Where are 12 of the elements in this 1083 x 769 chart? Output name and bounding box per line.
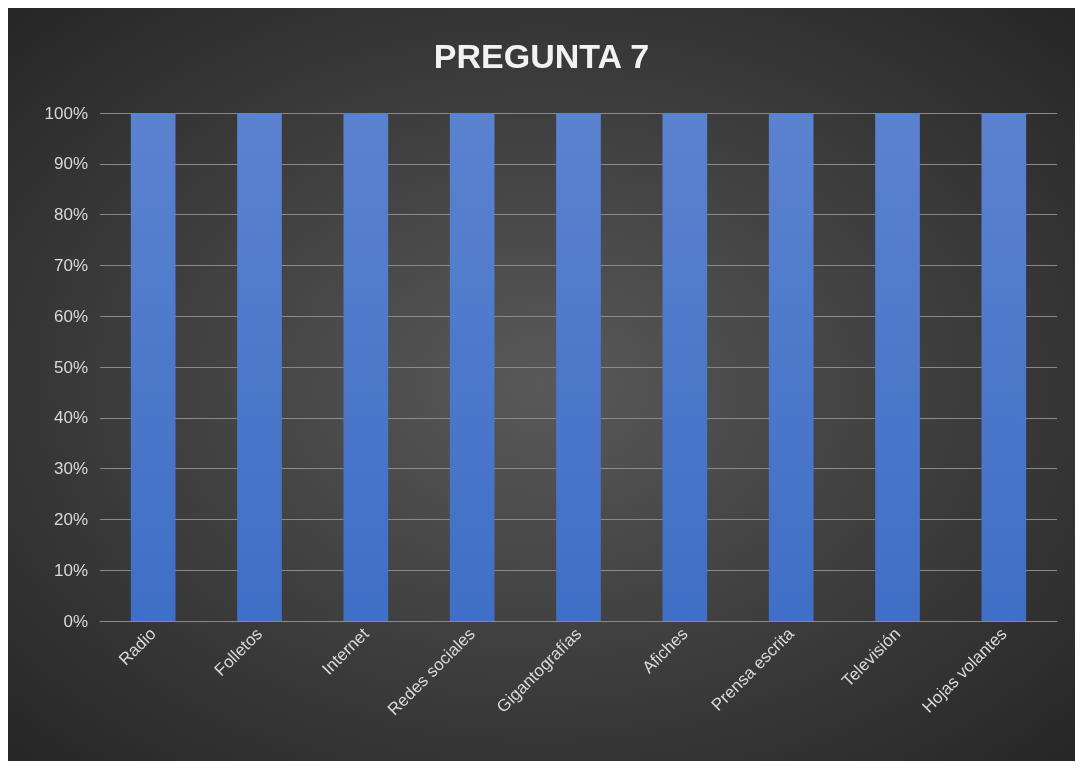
- y-tick-label: 50%: [53, 357, 88, 377]
- y-tick-label: 10%: [53, 560, 88, 580]
- y-tick-label: 30%: [53, 459, 88, 479]
- y-tick-label: 80%: [53, 205, 88, 225]
- y-tick-label: 70%: [53, 255, 88, 275]
- y-tick-label: 40%: [53, 408, 88, 428]
- y-tick-label: 90%: [53, 154, 88, 174]
- y-tick-label: 20%: [53, 509, 88, 529]
- y-tick-label: 60%: [53, 306, 88, 326]
- y-tick-label: 0%: [63, 611, 88, 631]
- chart-title: PREGUNTA 7: [433, 37, 650, 75]
- y-tick-label: 100%: [44, 103, 88, 123]
